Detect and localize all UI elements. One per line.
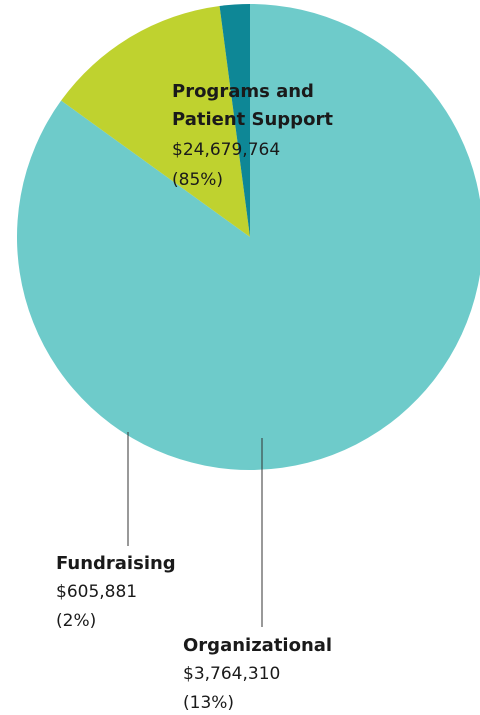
label-fundraising-name: Fundraising	[56, 553, 176, 574]
label-organizational-name: Organizational	[183, 635, 332, 656]
label-programs-percent: (85%)	[172, 170, 223, 190]
slice-programs	[17, 4, 480, 470]
label-organizational-value: $3,764,310	[183, 664, 280, 684]
label-programs-name-line1: Programs and	[172, 81, 314, 102]
label-programs-value: $24,679,764	[172, 140, 280, 160]
label-organizational: Organizational $3,764,310 (13%)	[183, 635, 332, 713]
pie-slices	[17, 4, 480, 470]
label-fundraising-value: $605,881	[56, 582, 137, 602]
label-organizational-percent: (13%)	[183, 693, 234, 713]
label-fundraising-percent: (2%)	[56, 611, 96, 631]
label-programs: Programs and Patient Support $24,679,764…	[172, 81, 333, 190]
slice-organizational	[61, 6, 251, 237]
slice-fundraising	[219, 4, 250, 237]
label-programs-name-line2: Patient Support	[172, 109, 333, 130]
label-fundraising: Fundraising $605,881 (2%)	[56, 553, 176, 631]
